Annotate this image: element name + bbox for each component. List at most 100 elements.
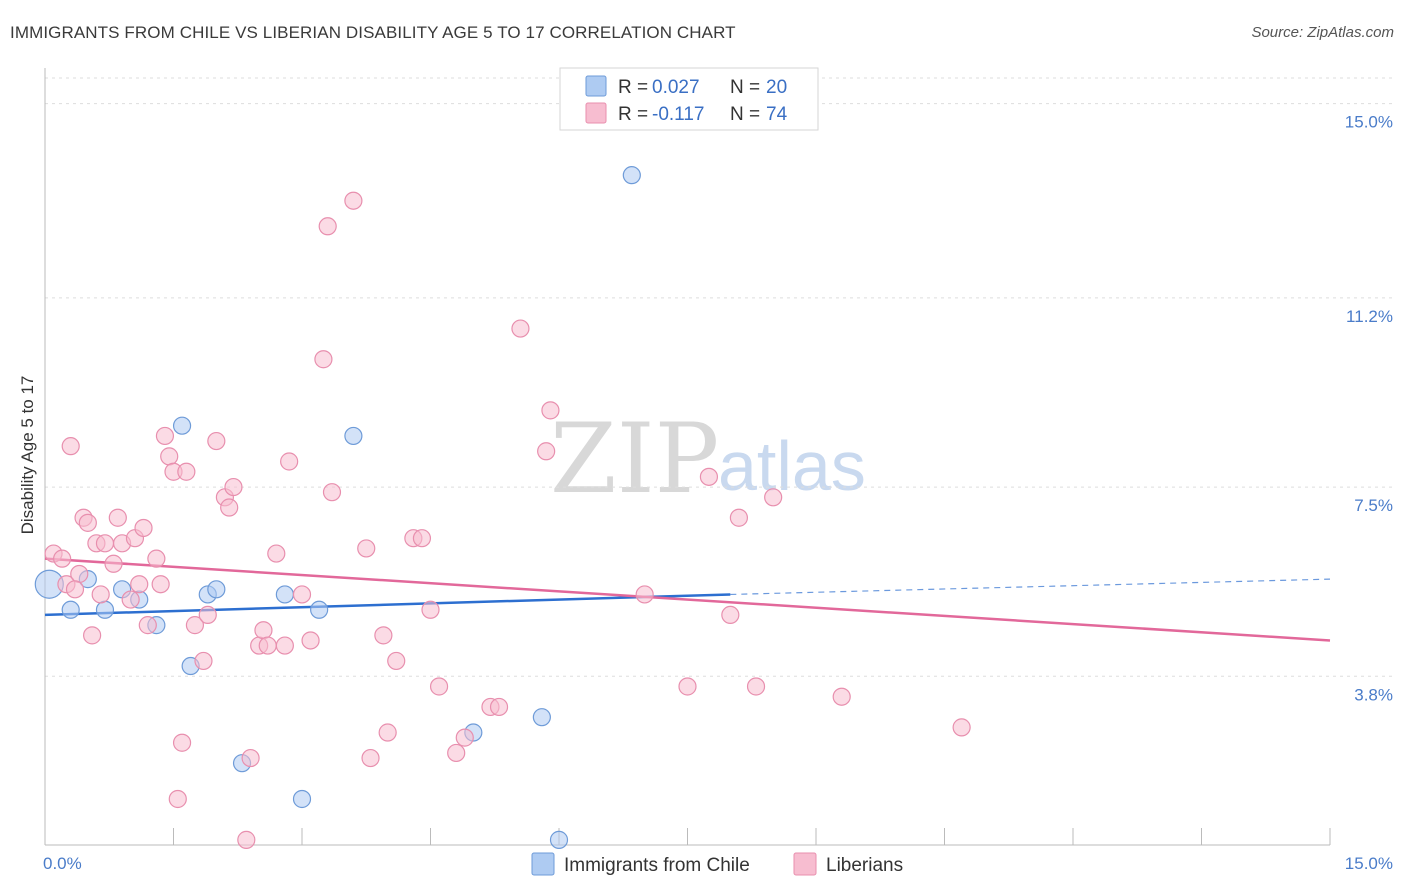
chile-point-18 xyxy=(549,830,569,849)
legend-n-value-liberian: 74 xyxy=(766,104,788,125)
liberian-point-16 xyxy=(130,575,149,594)
liberian-point-18 xyxy=(138,616,157,635)
bottom-legend-label-chile: Immigrants from Chile xyxy=(564,855,750,876)
liberian-point-57 xyxy=(447,743,466,763)
liberian-point-11 xyxy=(104,554,123,573)
liberian-point-40 xyxy=(275,636,294,655)
liberian-point-73 xyxy=(65,580,85,599)
gridlines xyxy=(45,77,1395,677)
liberian-point-48 xyxy=(357,539,376,558)
liberian-point-34 xyxy=(237,830,256,849)
chile-point-10 xyxy=(207,580,226,599)
liberian-point-7 xyxy=(83,626,102,645)
chile-point-14 xyxy=(310,600,329,619)
y-tick-label-2: 11.2% xyxy=(1346,307,1393,326)
liberian-point-55 xyxy=(421,600,440,619)
liberian-point-41 xyxy=(280,452,299,471)
liberian-point-62 xyxy=(537,442,556,461)
liberian-point-69 xyxy=(746,677,766,696)
liberian-point-22 xyxy=(160,447,179,466)
liberian-point-49 xyxy=(361,748,380,768)
liberian-point-39 xyxy=(267,544,286,563)
trend-line-chile-extension xyxy=(730,578,1331,596)
trend-lines xyxy=(44,557,1331,642)
chile-point-13 xyxy=(292,789,312,809)
liberian-point-60 xyxy=(489,697,509,717)
liberian-point-24 xyxy=(168,789,187,809)
liberian-point-51 xyxy=(378,723,397,742)
liberian-point-65 xyxy=(678,677,697,696)
liberian-point-70 xyxy=(764,488,783,507)
liberian-point-63 xyxy=(541,401,560,420)
liberian-point-56 xyxy=(429,677,449,696)
legend-r-value-liberian: -0.117 xyxy=(652,104,704,125)
liberian-point-54 xyxy=(412,529,432,548)
liberian-point-42 xyxy=(292,585,312,604)
chile-point-15 xyxy=(344,426,363,446)
liberian-point-17 xyxy=(134,518,153,538)
watermark-zip: ZIP xyxy=(550,403,719,515)
trend-line-liberian xyxy=(44,557,1331,642)
trend-line-chile xyxy=(44,593,731,617)
chile-point-19 xyxy=(622,166,641,185)
legend-r-label-chile: R = xyxy=(618,77,648,98)
liberian-point-38 xyxy=(258,636,277,655)
source-label: Source: ZipAtlas.com xyxy=(1251,24,1394,41)
data-points xyxy=(34,166,971,849)
liberian-point-28 xyxy=(194,651,213,671)
legend-n-value-chile: 20 xyxy=(766,77,787,98)
liberian-point-14 xyxy=(121,590,140,609)
liberian-point-26 xyxy=(177,462,196,481)
chile-point-7 xyxy=(172,416,192,435)
tick-labels: 3.8% 7.5% 11.2% 15.0% 0.0% 15.0% xyxy=(43,113,1393,873)
liberian-point-43 xyxy=(301,631,320,650)
liberian-point-45 xyxy=(318,217,337,236)
liberian-point-33 xyxy=(224,477,243,497)
liberian-point-27 xyxy=(185,616,205,635)
liberian-point-25 xyxy=(172,733,192,752)
liberian-point-71 xyxy=(832,687,851,706)
liberian-point-20 xyxy=(151,575,170,594)
x-tick-label-0: 0.0% xyxy=(43,854,82,873)
chile-point-17 xyxy=(532,708,551,727)
bottom-legend-label-liberian: Liberians xyxy=(826,855,903,876)
liberian-point-64 xyxy=(635,585,654,604)
liberian-point-29 xyxy=(198,605,217,625)
liberian-point-30 xyxy=(207,431,226,451)
chile-point-3 xyxy=(95,600,115,619)
liberian-point-12 xyxy=(108,508,127,527)
liberian-point-9 xyxy=(91,585,110,604)
liberian-point-44 xyxy=(314,350,333,369)
liberian-point-46 xyxy=(322,483,342,502)
bottom-legend-swatch-chile xyxy=(531,852,555,876)
liberian-point-66 xyxy=(699,467,719,486)
bottom-legend-swatch-liberian xyxy=(793,852,817,876)
liberian-point-50 xyxy=(374,626,393,645)
y-tick-label-1: 7.5% xyxy=(1354,496,1393,515)
liberian-point-4 xyxy=(70,564,89,584)
legend-swatch-chile xyxy=(585,75,607,97)
legend-n-label-chile: N = xyxy=(730,77,760,98)
liberian-point-10 xyxy=(95,534,115,553)
legend-swatch-liberian xyxy=(585,102,607,124)
y-tick-label-0: 3.8% xyxy=(1354,685,1393,704)
liberian-point-61 xyxy=(511,319,530,338)
liberian-point-37 xyxy=(254,621,273,640)
y-axis-label: Disability Age 5 to 17 xyxy=(18,376,37,535)
chile-point-12 xyxy=(275,585,294,604)
liberian-point-52 xyxy=(387,651,406,671)
watermark-atlas: atlas xyxy=(718,427,866,505)
legend: R = 0.027 N = 20 R = -0.117 N = 74 xyxy=(559,67,819,131)
legend-r-value-chile: 0.027 xyxy=(652,77,700,98)
liberian-point-6 xyxy=(78,513,97,532)
chile-point-1 xyxy=(61,600,80,619)
liberian-point-32 xyxy=(220,498,239,517)
legend-n-label-liberian: N = xyxy=(730,104,760,125)
liberian-point-19 xyxy=(147,549,166,568)
x-tick-label-1: 15.0% xyxy=(1345,854,1393,873)
legend-r-label-liberian: R = xyxy=(618,104,648,125)
liberian-point-58 xyxy=(455,728,474,747)
y-tick-label-3: 15.0% xyxy=(1345,113,1393,132)
chart-title: IMMIGRANTS FROM CHILE VS LIBERIAN DISABI… xyxy=(10,23,736,42)
